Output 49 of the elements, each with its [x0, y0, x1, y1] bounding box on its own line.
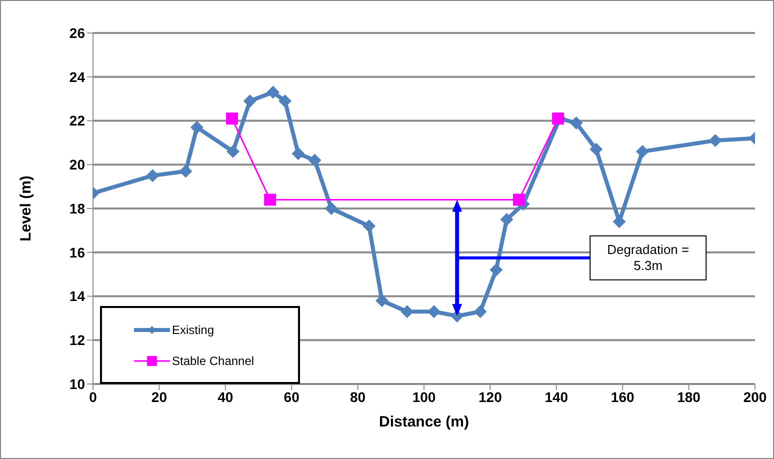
x-tick-label: 20 [151, 388, 168, 405]
x-tick-label: 0 [89, 388, 98, 405]
y-tick-label: 24 [69, 68, 86, 85]
point [264, 194, 276, 206]
point [243, 94, 256, 108]
point [490, 263, 503, 276]
y-tick-label: 12 [69, 332, 86, 348]
point [292, 147, 305, 160]
point [512, 194, 525, 206]
annotation: Degradation = 5.3m [607, 242, 690, 273]
x-tick-label: 120 [478, 388, 502, 405]
point [226, 112, 238, 125]
point [708, 134, 722, 147]
point [308, 154, 322, 167]
y-tick-label: 10 [69, 376, 86, 392]
x-tick-label: 80 [350, 388, 366, 405]
x-tick-label: 100 [412, 388, 436, 405]
y-tick-label: 26 [69, 24, 86, 41]
y-tick-label: 18 [69, 200, 86, 216]
point [590, 142, 603, 156]
x-tick-label: 200 [743, 388, 767, 405]
point [179, 164, 192, 178]
y-axis-title: Level (m) [17, 176, 34, 242]
point [190, 120, 204, 134]
point [570, 116, 583, 130]
point [400, 305, 414, 318]
point [266, 86, 280, 99]
x-tick-label: 40 [218, 388, 234, 405]
y-tick-label: 16 [69, 244, 86, 260]
point [375, 294, 388, 308]
point [146, 169, 160, 182]
legend-label: Stable Channel [172, 354, 254, 368]
y-tick-label: 20 [69, 156, 86, 173]
x-tick-label: 140 [544, 388, 568, 405]
y-tick-label: 14 [69, 288, 86, 304]
y-tick-label: 22 [69, 112, 86, 129]
point [474, 305, 487, 318]
x-axis-title: Distance (m) [378, 414, 470, 431]
point [636, 144, 649, 158]
x-tick-label: 60 [284, 388, 300, 405]
point [362, 220, 376, 233]
x-tick-label: 160 [610, 388, 634, 405]
x-tick-label: 180 [677, 388, 701, 405]
point [427, 305, 440, 318]
legend-label: Existing [172, 322, 214, 336]
point [278, 94, 292, 108]
point [324, 202, 338, 215]
point [500, 212, 514, 226]
point [226, 144, 240, 158]
